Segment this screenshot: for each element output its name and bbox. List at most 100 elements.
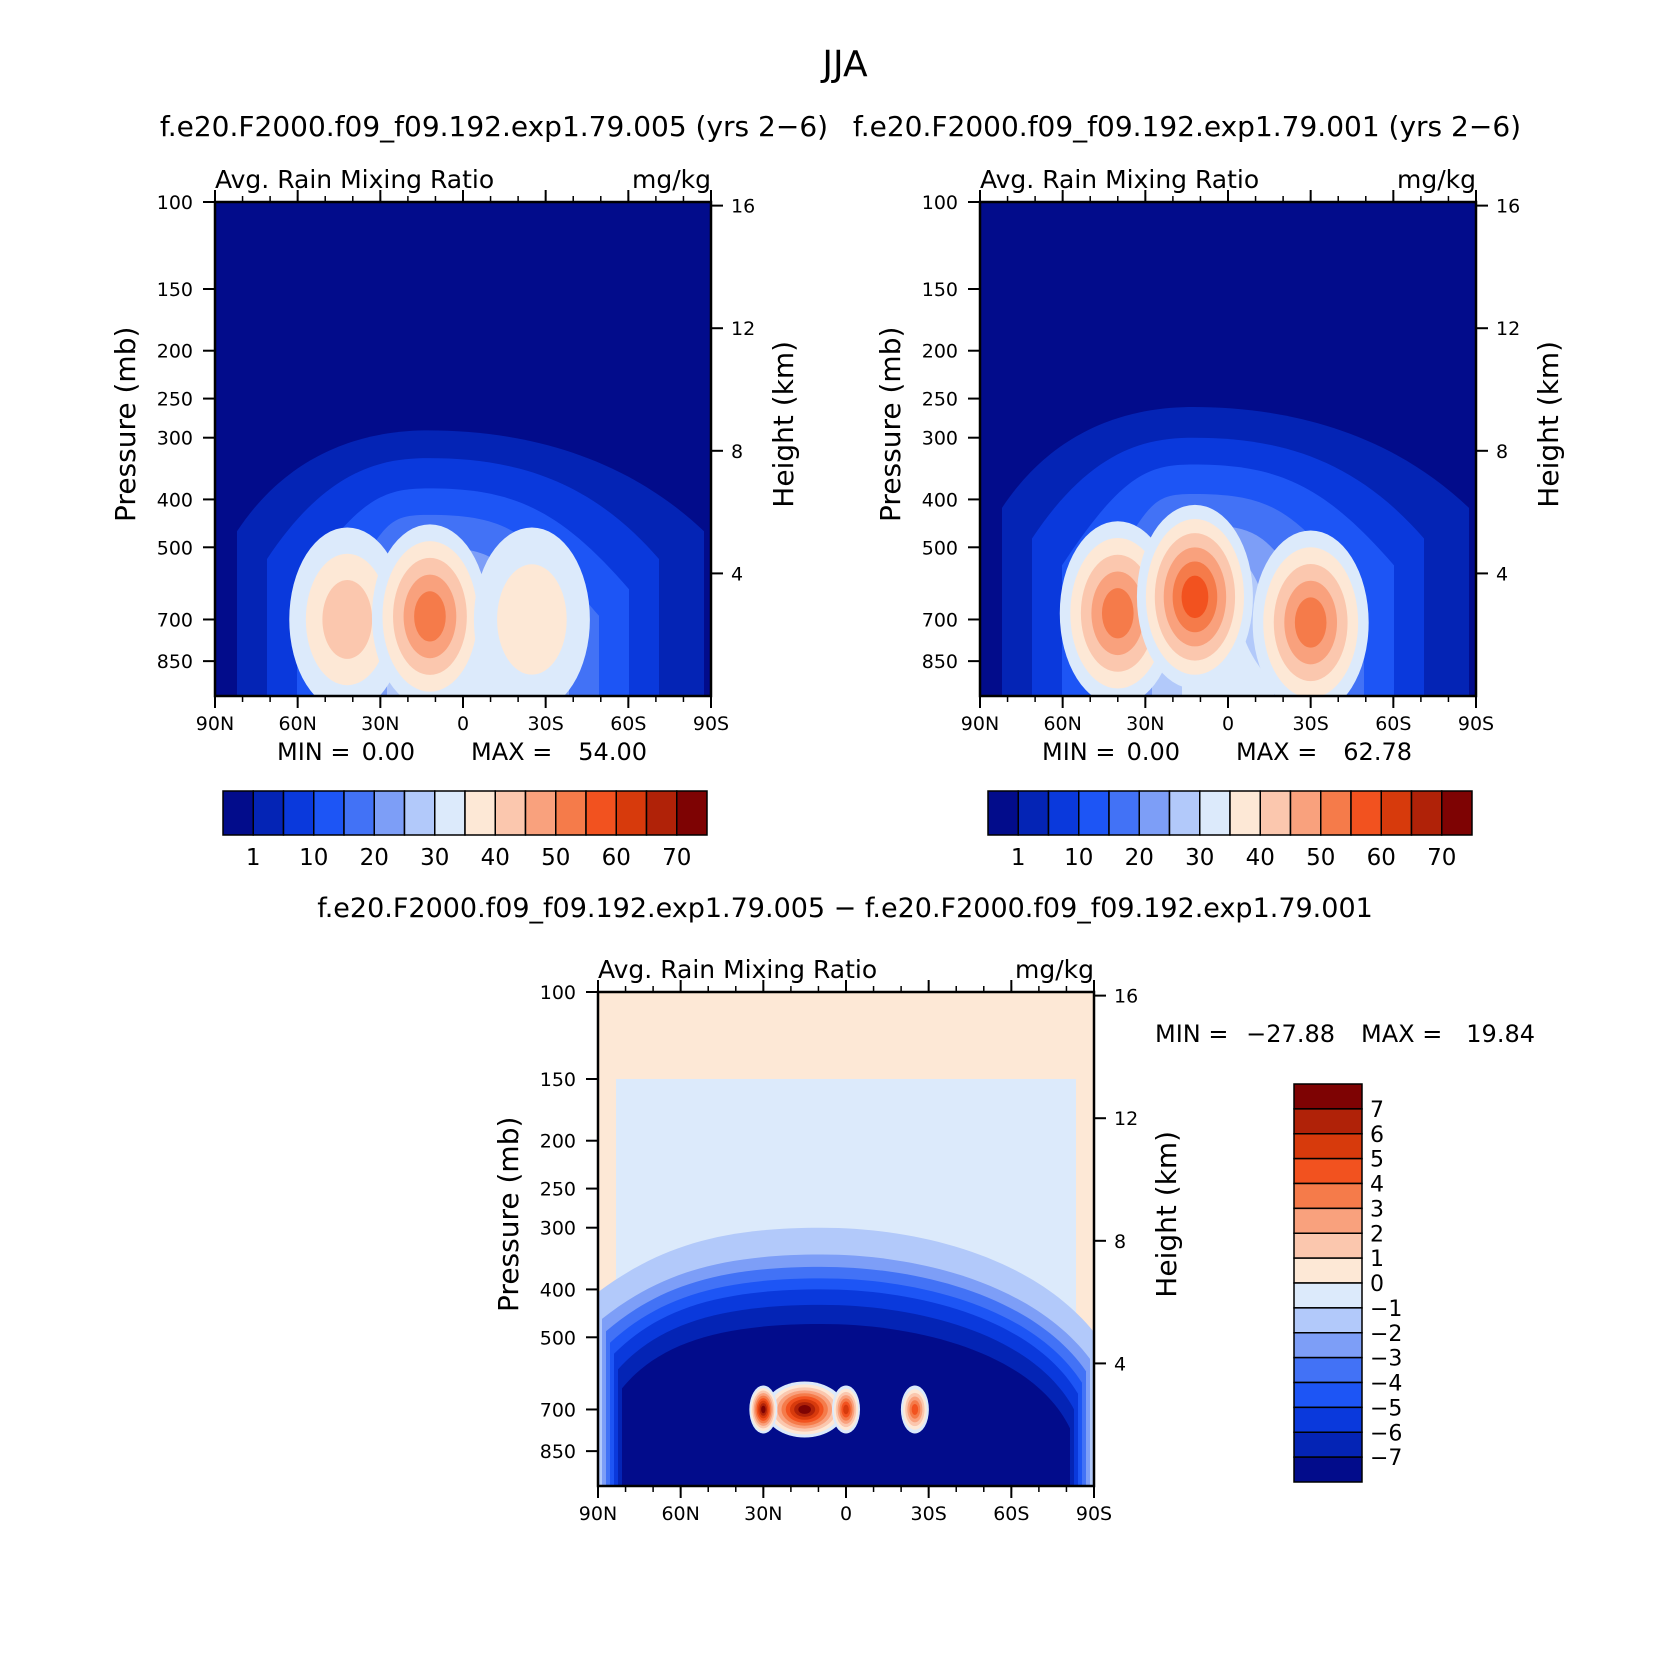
max-value: 19.84 <box>1466 1020 1535 1048</box>
y-right-tick-label: 8 <box>731 441 743 463</box>
contour-field <box>598 992 1094 1486</box>
colorbar-box <box>585 790 617 836</box>
colorbar-box <box>1293 1406 1363 1433</box>
y-tick-label: 850 <box>157 651 193 673</box>
colorbar-box <box>1293 1108 1363 1135</box>
colorbar-box <box>282 790 315 836</box>
y-right-tick-label: 4 <box>1496 563 1508 585</box>
panel-exp001: f.e20.F2000.f09_f09.192.exp1.79.001 (yrs… <box>853 110 1565 871</box>
colorbar-box <box>1293 1232 1363 1259</box>
colorbar-label: 10 <box>1064 845 1093 871</box>
colorbar-label: 50 <box>541 845 570 871</box>
x-tick-label: 0 <box>840 1503 852 1525</box>
colorbar-label: 1 <box>246 845 261 871</box>
y-axis-label: Pressure (mb) <box>492 1117 525 1312</box>
y-tick-label: 100 <box>922 192 958 214</box>
colorbar-box <box>1293 1207 1363 1234</box>
colorbar-box <box>343 790 375 836</box>
colorbar-box <box>1199 790 1231 836</box>
colorbar-label: 5 <box>1370 1148 1384 1173</box>
colorbar-box <box>1441 790 1473 836</box>
colorbar-box <box>1380 790 1413 836</box>
colorbar: 1 10 20 30 40 50 60 70 <box>222 790 708 871</box>
min-value: 0.00 <box>1127 738 1180 766</box>
y-tick-label: 400 <box>922 489 958 511</box>
colorbar-box <box>1289 790 1322 836</box>
colorbar-label: −1 <box>1370 1297 1402 1322</box>
colorbar-box <box>434 790 466 836</box>
x-tick-label: 90S <box>693 713 729 735</box>
colorbar-label: 10 <box>299 845 328 871</box>
colorbar-box <box>1410 790 1443 836</box>
maximum-blob <box>798 1405 811 1414</box>
min-label: MIN = <box>1042 738 1115 766</box>
y-right-tick-label: 16 <box>1496 196 1520 218</box>
colorbar-label: 3 <box>1370 1197 1384 1222</box>
panel-title: f.e20.F2000.f09_f09.192.exp1.79.001 (yrs… <box>853 110 1521 143</box>
maximum-blob <box>1181 575 1209 619</box>
y-right-tick-label: 4 <box>1114 1353 1126 1375</box>
colorbar-box <box>524 790 557 836</box>
x-tick-label: 60S <box>993 1503 1029 1525</box>
y-tick-label: 300 <box>157 428 193 450</box>
y-tick-label: 150 <box>922 279 958 301</box>
colorbar-box <box>1168 790 1201 836</box>
y-tick-label: 250 <box>922 389 958 411</box>
colorbar-box <box>676 790 708 836</box>
contour-field <box>980 202 1476 696</box>
panel-exp005: f.e20.F2000.f09_f09.192.exp1.79.005 (yrs… <box>109 110 828 871</box>
x-tick-label: 60N <box>278 713 316 735</box>
colorbar-box <box>464 790 496 836</box>
colorbar-box <box>1293 1381 1363 1409</box>
min-value: 0.00 <box>362 738 415 766</box>
colorbar-box <box>252 790 285 836</box>
y-right-tick-label: 4 <box>731 563 743 585</box>
subtitle-units: mg/kg <box>632 165 711 194</box>
colorbar-label: −7 <box>1370 1446 1402 1471</box>
colorbar-box <box>1108 790 1140 836</box>
colorbar-box <box>1293 1307 1363 1334</box>
colorbar-label: 4 <box>1370 1173 1384 1198</box>
x-tick-label: 90N <box>196 713 234 735</box>
x-tick-label: 60S <box>1375 713 1411 735</box>
x-tick-label: 90N <box>961 713 999 735</box>
min-label: MIN = <box>277 738 350 766</box>
colorbar-label: 40 <box>481 845 510 871</box>
colorbar-box <box>1293 1083 1363 1110</box>
colorbar-box <box>1078 790 1110 836</box>
colorbar-box <box>1047 790 1080 836</box>
maximum-blob <box>1294 597 1327 648</box>
colorbar-label: 30 <box>420 845 449 871</box>
contour-field <box>215 202 711 696</box>
maximum-blob <box>1101 588 1134 639</box>
colorbar-label: 50 <box>1306 845 1335 871</box>
colorbar-box <box>222 790 254 836</box>
colorbar-box <box>403 790 436 836</box>
y-tick-label: 500 <box>540 1327 576 1349</box>
colorbar-label: 70 <box>1427 845 1456 871</box>
colorbar-label: 70 <box>662 845 691 871</box>
x-tick-label: 30N <box>1126 713 1164 735</box>
colorbar-box <box>1350 790 1382 836</box>
subtitle-variable: Avg. Rain Mixing Ratio <box>598 955 877 984</box>
min-label: MIN = <box>1155 1020 1228 1048</box>
x-tick-label: 60N <box>661 1503 699 1525</box>
y-tick-label: 250 <box>540 1179 576 1201</box>
colorbar-label: −2 <box>1370 1322 1402 1347</box>
colorbar-label: −3 <box>1370 1347 1402 1372</box>
max-value: 62.78 <box>1343 738 1412 766</box>
subtitle-variable: Avg. Rain Mixing Ratio <box>980 165 1259 194</box>
y-tick-label: 500 <box>157 537 193 559</box>
colorbar-label: 2 <box>1370 1222 1384 1247</box>
y-tick-label: 700 <box>540 1399 576 1421</box>
y-tick-label: 200 <box>540 1131 576 1153</box>
y-tick-label: 850 <box>540 1441 576 1463</box>
colorbar-box <box>313 790 345 836</box>
colorbar-box <box>645 790 678 836</box>
colorbar-box <box>1293 1182 1363 1210</box>
y-right-tick-label: 8 <box>1496 441 1508 463</box>
colorbar-label: 60 <box>602 845 631 871</box>
difference-title: f.e20.F2000.f09_f09.192.exp1.79.005 − f.… <box>317 893 1373 924</box>
maximum-blob <box>843 1404 849 1415</box>
